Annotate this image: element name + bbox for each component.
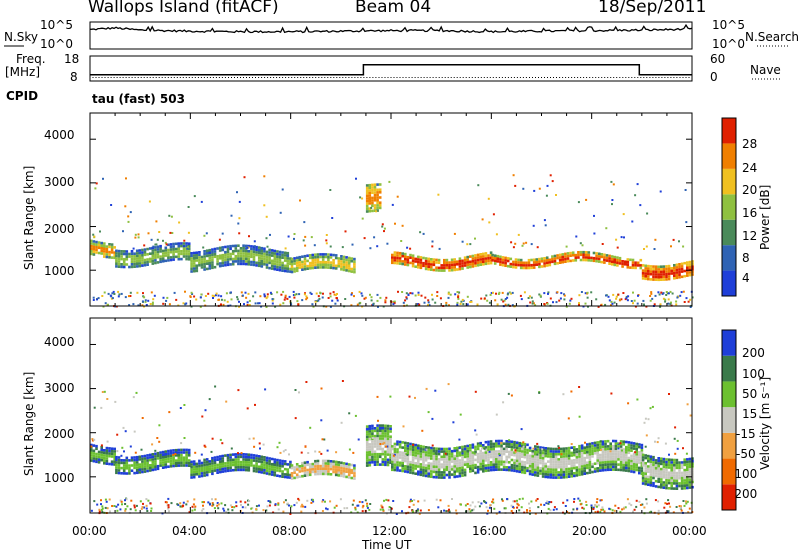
velocity-panel-cells [90,380,694,515]
velocity-cbar-tick-50: 50 [742,387,758,401]
power-cbar-swatch [722,194,736,220]
nsearch-bottom-tick: 10^0 [712,37,745,51]
xtick-3: 12:00 [372,524,407,538]
nsky-line [89,23,693,34]
xtick-6: 00:00 [672,524,707,538]
beam-title: Beam 04 [355,0,432,17]
velocity-cbar-swatch [722,484,736,510]
power-cbar-tick-24: 24 [742,161,758,175]
cpid-label: CPID [6,89,39,103]
xtick-4: 16:00 [472,524,507,538]
xtick-1: 04:00 [172,524,207,538]
nave-tick-0: 0 [710,70,718,84]
velocity-panel-bg [90,318,692,513]
nsearch-top-tick: 10^5 [712,18,745,32]
power-ytick-2000: 2000 [44,222,75,236]
velocity-cbar-swatch [722,407,736,433]
power-cbar-tick-8: 8 [742,251,750,265]
nave-label: Nave [750,63,781,77]
cpid-value: tau (fast) 503 [92,92,185,106]
power-ytick-4000: 4000 [44,128,75,142]
velocity-ytick-1000: 1000 [44,471,75,485]
freq-line [90,64,692,76]
velocity-cbar-swatch [722,355,736,382]
velocity-cbar-swatch [722,458,736,485]
power-cbar-swatch [722,168,736,195]
xtick-2: 08:00 [272,524,307,538]
velocity-cbar-tick-100: 100 [742,367,765,381]
velocity-cbar-swatch [722,381,736,408]
velocity-cbar-frame [721,329,737,511]
power-cbar-frame [721,117,737,297]
power-ytick-3000: 3000 [44,175,75,189]
power-cbar-tick-16: 16 [742,206,758,220]
velocity-cbar-tick-neg50: -50 [736,447,756,461]
velocity-cbar-tick-neg100: -100 [730,467,758,481]
xtick-5: 20:00 [572,524,607,538]
velocity-cbar-tick-neg200: -200 [730,487,758,501]
power-cbar-swatch [722,143,736,169]
power-cbar-swatch [722,118,736,144]
nsearch-label: N.Search [745,30,800,44]
power-cbar-tick-4: 4 [742,271,750,285]
freq-frame [89,55,693,82]
power-cbar-swatch [722,219,736,246]
velocity-ytick-4000: 4000 [44,335,75,349]
nave-tick-60: 60 [710,52,726,66]
xtick-0: 00:00 [72,524,107,538]
power-ytick-1000: 1000 [44,264,75,278]
power-cbar-tick-28: 28 [742,137,758,151]
power-cbar-swatch [722,245,736,271]
xaxis-label: Time UT [362,538,412,552]
power-panel-cells [90,174,694,308]
velocity-ytick-3000: 3000 [44,381,75,395]
velocity-cbar-tick-200: 200 [742,346,765,360]
nsky-frame [89,21,693,50]
freq-tick-8: 8 [70,70,78,84]
freq-tick-18: 18 [64,52,80,66]
nsky-top-tick: 10^5 [40,18,73,32]
station-title: Wallops Island (fitACF) [88,0,279,17]
power-cbar-swatch [722,270,736,296]
power-cbar-tick-12: 12 [742,229,758,243]
nsky-label: N.Sky [4,30,39,44]
velocity-ytick-2000: 2000 [44,427,75,441]
date-title: 18/Sep/2011 [598,0,707,17]
velocity-cbar-tick-15: 15 [742,407,758,421]
power-panel-bg [90,113,692,306]
nsky-bottom-tick: 10^0 [40,37,73,51]
freq-unit-label: [MHz] [5,65,41,79]
freq-label: Freq. [16,52,46,66]
power-cbar-tick-20: 20 [742,183,758,197]
velocity-cbar-swatch [722,330,736,356]
velocity-cbar-tick-neg15: -15 [736,427,756,441]
velocity-cbar-swatch [722,432,736,459]
